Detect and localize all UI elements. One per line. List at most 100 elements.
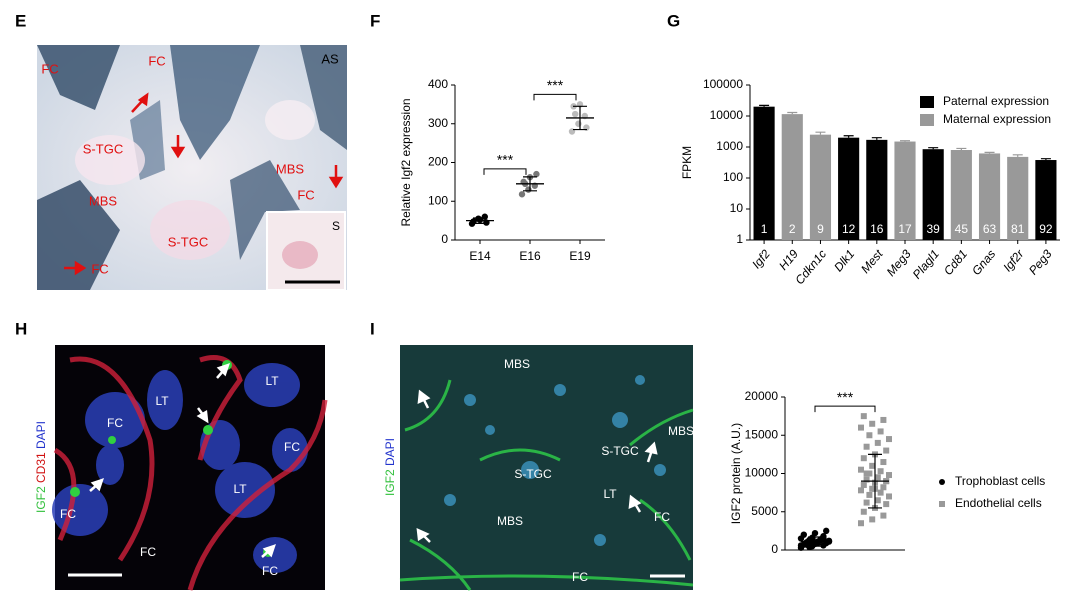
data-point — [866, 432, 873, 439]
y-tick-label: 100000 — [703, 77, 743, 91]
error-bar — [1012, 154, 1023, 157]
region-label: MBS — [276, 161, 305, 176]
sd-bar — [523, 176, 537, 192]
legend-label: Endothelial cells — [955, 496, 1042, 510]
data-point — [886, 472, 892, 479]
region-label: LT — [233, 482, 247, 496]
data-point — [860, 508, 867, 515]
rank-label: 2 — [789, 222, 796, 236]
error-bar — [1040, 158, 1051, 161]
bar — [950, 150, 972, 240]
panel-letter: H — [15, 319, 27, 338]
bar — [922, 149, 944, 240]
x-tick-label: H19 — [776, 247, 801, 273]
region-label: LT — [603, 487, 617, 501]
data-point — [886, 493, 892, 500]
region-label: FC — [41, 61, 58, 76]
y-tick-label: 15000 — [745, 427, 779, 441]
error-bar — [787, 111, 798, 115]
data-point — [869, 420, 876, 427]
region-label: FC — [262, 564, 278, 578]
x-tick-label: Igf2r — [1000, 246, 1027, 274]
data-point — [572, 110, 579, 118]
data-point — [863, 499, 870, 506]
x-tick-label: Meg3 — [884, 247, 914, 279]
data-point — [874, 439, 881, 446]
y-axis-label: IGF2 protein (A.U.) — [729, 423, 743, 524]
region-label: FC — [572, 570, 588, 584]
data-point — [863, 443, 870, 450]
data-point — [880, 512, 887, 519]
y-tick-label: 0 — [771, 542, 778, 556]
data-point — [533, 170, 540, 178]
data-point — [525, 186, 532, 193]
bar — [866, 139, 888, 240]
region-label: MBS — [504, 357, 530, 371]
region-label: FC — [297, 187, 314, 202]
sd-bar — [573, 105, 587, 131]
data-point — [860, 481, 867, 488]
bar — [978, 153, 1001, 240]
data-point — [809, 534, 816, 541]
data-point — [866, 491, 873, 498]
micrograph-e — [37, 45, 347, 291]
micrograph-h — [52, 345, 328, 591]
error-bar — [871, 137, 882, 140]
region-label: MBS — [89, 193, 118, 208]
rank-label: 92 — [1039, 222, 1053, 236]
bar — [753, 106, 775, 241]
data-point — [869, 516, 876, 523]
y-tick-label: 10000 — [745, 466, 779, 480]
error-bar — [956, 147, 967, 151]
region-label: S-TGC — [83, 141, 123, 156]
legend-marker — [939, 501, 945, 507]
panel-letter: E — [15, 11, 26, 30]
error-bar — [900, 140, 910, 142]
y-tick-label: 200 — [428, 155, 448, 169]
data-point — [877, 468, 884, 475]
significance-bracket — [533, 93, 577, 101]
error-bar — [928, 147, 939, 150]
x-tick-label: Gnas — [969, 247, 998, 278]
data-point — [858, 487, 864, 494]
data-point — [883, 501, 890, 508]
x-tick-label: E16 — [519, 249, 541, 263]
region-label: MBS — [497, 514, 523, 528]
data-point — [806, 543, 813, 551]
rank-label: 1 — [761, 222, 768, 236]
error-bar — [843, 135, 854, 138]
legend-label: Maternal expression — [943, 112, 1051, 126]
error-bar — [759, 104, 770, 107]
bar — [781, 114, 803, 240]
bar — [838, 137, 860, 240]
region-label: S-TGC — [514, 467, 552, 481]
data-point — [860, 413, 867, 420]
region-label: AS — [321, 51, 339, 66]
data-point — [809, 539, 816, 546]
data-point — [877, 489, 884, 496]
data-point — [823, 527, 830, 535]
data-point — [800, 531, 807, 538]
stain-word: IGF2 — [34, 486, 48, 513]
y-tick-label: 300 — [428, 116, 448, 130]
region-label: FC — [60, 507, 76, 521]
legend-swatch — [920, 114, 934, 126]
y-axis-label: FPKM — [680, 146, 694, 179]
labels-i: MBS MBS S-TGC S-TGC LT MBS FC FC — [497, 357, 694, 584]
region-label: FC — [148, 53, 165, 68]
panel-letter: F — [370, 11, 380, 30]
data-point — [820, 535, 827, 542]
region-label: FC — [284, 440, 300, 454]
y-tick-label: 1 — [736, 232, 743, 246]
data-point — [858, 466, 864, 473]
legend-label: Trophoblast cells — [955, 474, 1045, 488]
x-tick-label: E19 — [569, 249, 591, 263]
rank-label: 45 — [955, 222, 969, 236]
region-label: S-TGC — [601, 444, 639, 458]
x-tick-label: Plagl1 — [910, 247, 942, 282]
data-point — [797, 542, 805, 549]
data-point — [863, 470, 870, 477]
bar — [894, 141, 916, 240]
significance-bracket — [483, 168, 527, 175]
y-tick-label: 10 — [730, 201, 744, 215]
